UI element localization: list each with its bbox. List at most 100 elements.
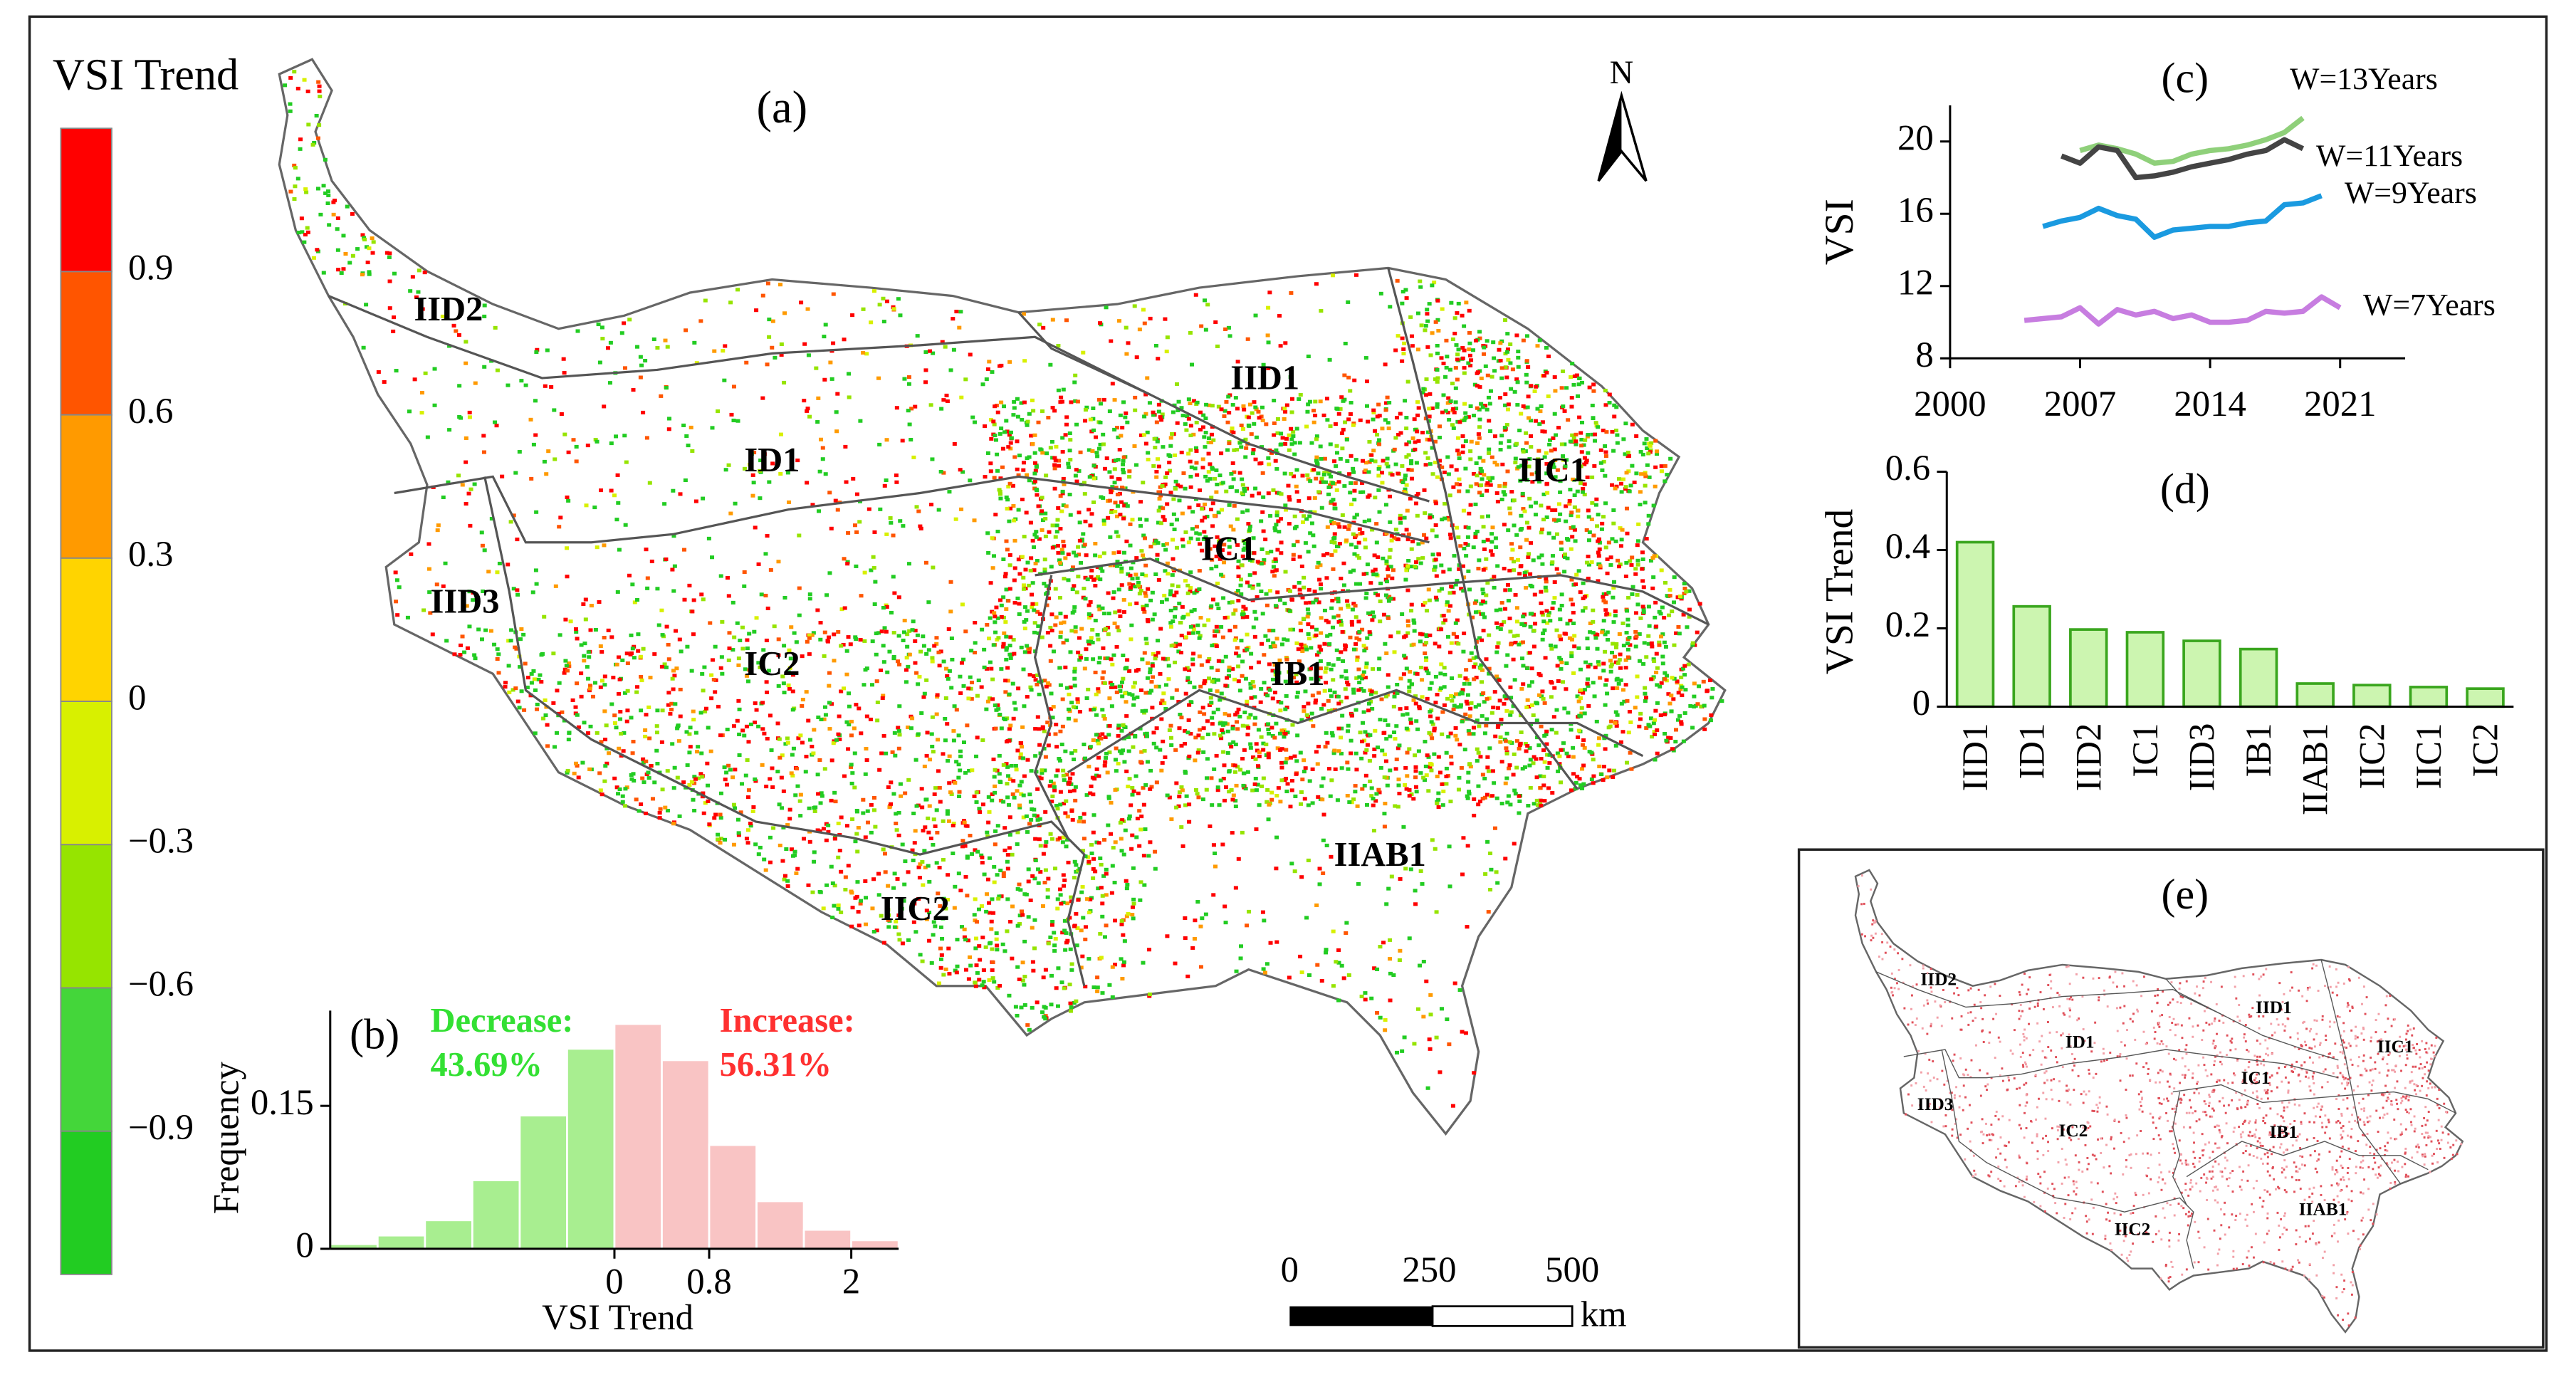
trend-pixel bbox=[992, 864, 997, 869]
trend-pixel bbox=[1113, 501, 1118, 505]
trend-pixel bbox=[1363, 665, 1368, 669]
trend-pixel bbox=[1198, 616, 1203, 620]
trend-pixel bbox=[1319, 587, 1324, 591]
trend-pixel bbox=[869, 802, 874, 807]
trend-pixel bbox=[901, 638, 906, 643]
trend-pixel bbox=[956, 775, 961, 780]
trend-pixel bbox=[1578, 714, 1583, 718]
trend-pixel bbox=[1565, 622, 1570, 626]
trend-pixel bbox=[926, 864, 931, 868]
trend-pixel bbox=[1494, 463, 1499, 467]
trend-pixel bbox=[1288, 805, 1293, 809]
trend-pixel bbox=[1702, 703, 1707, 708]
trend-pixel bbox=[847, 395, 852, 399]
trend-pixel bbox=[1205, 303, 1210, 307]
trend-pixel bbox=[1576, 382, 1581, 387]
trend-pixel bbox=[1576, 735, 1581, 739]
trend-pixel bbox=[1017, 805, 1022, 810]
trend-pixel bbox=[909, 437, 913, 442]
trend-pixel bbox=[1333, 549, 1338, 553]
trend-pixel bbox=[1042, 582, 1047, 586]
trend-pixel bbox=[1384, 737, 1389, 741]
trend-pixel bbox=[1430, 331, 1435, 335]
trend-pixel bbox=[770, 785, 775, 790]
trend-pixel bbox=[790, 753, 795, 757]
trend-pixel bbox=[1587, 750, 1592, 754]
trend-pixel bbox=[1412, 1042, 1417, 1046]
trend-pixel bbox=[1015, 748, 1020, 753]
trend-pixel bbox=[1499, 802, 1504, 806]
trend-pixel bbox=[1261, 495, 1266, 499]
trend-pixel bbox=[1124, 714, 1129, 718]
trend-pixel bbox=[863, 896, 868, 900]
trend-pixel bbox=[976, 679, 981, 683]
trend-pixel bbox=[1298, 392, 1303, 397]
trend-pixel bbox=[1520, 640, 1525, 644]
trend-pixel bbox=[871, 555, 876, 559]
trend-pixel bbox=[1386, 599, 1391, 603]
trend-pixel bbox=[790, 689, 795, 694]
trend-pixel bbox=[1358, 731, 1363, 735]
trend-pixel bbox=[1121, 462, 1126, 466]
trend-pixel bbox=[961, 819, 966, 823]
trend-pixel bbox=[1621, 621, 1625, 626]
trend-pixel bbox=[1063, 665, 1068, 669]
trend-pixel bbox=[705, 761, 710, 765]
trend-pixel bbox=[1203, 328, 1208, 332]
trend-pixel bbox=[1531, 761, 1536, 765]
trend-pixel bbox=[905, 632, 910, 637]
trend-pixel bbox=[1576, 394, 1581, 398]
trend-pixel bbox=[1492, 356, 1497, 360]
trend-pixel bbox=[1015, 1013, 1020, 1018]
trend-pixel bbox=[1057, 836, 1062, 840]
trend-pixel bbox=[1225, 615, 1230, 619]
trend-pixel bbox=[1272, 736, 1277, 740]
trend-pixel bbox=[1109, 475, 1114, 479]
trend-pixel bbox=[819, 791, 824, 795]
trend-pixel bbox=[1297, 499, 1302, 503]
trend-pixel bbox=[1198, 542, 1203, 546]
trend-pixel bbox=[1304, 647, 1309, 651]
trend-pixel bbox=[1068, 947, 1073, 951]
trend-pixel bbox=[874, 632, 879, 636]
trend-pixel bbox=[1244, 446, 1249, 450]
trend-pixel bbox=[1322, 642, 1327, 646]
trend-pixel bbox=[1580, 420, 1585, 425]
trend-pixel bbox=[1525, 698, 1530, 702]
trend-pixel bbox=[1075, 700, 1080, 704]
trend-pixel bbox=[1059, 509, 1064, 513]
trend-pixel bbox=[1250, 680, 1255, 684]
trend-pixel bbox=[1654, 651, 1659, 656]
trend-pixel bbox=[1433, 461, 1438, 465]
trend-pixel bbox=[1121, 676, 1126, 681]
trend-pixel bbox=[1279, 765, 1284, 770]
trend-pixel bbox=[1336, 480, 1341, 484]
trend-pixel bbox=[766, 669, 771, 673]
trend-pixel bbox=[1091, 417, 1096, 421]
trend-pixel bbox=[862, 570, 867, 575]
trend-pixel bbox=[1007, 777, 1012, 781]
trend-pixel bbox=[1264, 742, 1269, 747]
trend-pixel bbox=[1247, 584, 1252, 588]
trend-pixel bbox=[1041, 975, 1046, 980]
trend-pixel bbox=[1186, 631, 1191, 635]
trend-pixel bbox=[870, 639, 875, 644]
trend-pixel bbox=[800, 703, 805, 708]
trend-pixel bbox=[1625, 623, 1630, 627]
trend-pixel bbox=[1323, 745, 1328, 749]
trend-pixel bbox=[1349, 502, 1354, 506]
trend-pixel bbox=[1477, 407, 1482, 412]
trend-pixel bbox=[1015, 414, 1020, 419]
trend-pixel bbox=[896, 634, 901, 638]
trend-pixel bbox=[1348, 389, 1353, 393]
trend-pixel bbox=[1183, 579, 1188, 583]
trend-pixel bbox=[603, 764, 608, 768]
trend-pixel bbox=[1539, 724, 1544, 728]
trend-pixel bbox=[479, 637, 484, 642]
trend-pixel bbox=[1521, 614, 1526, 619]
trend-pixel bbox=[1339, 431, 1344, 436]
trend-pixel bbox=[1145, 760, 1150, 764]
trend-pixel bbox=[1098, 321, 1103, 325]
trend-pixel bbox=[1005, 782, 1010, 786]
trend-pixel bbox=[1702, 717, 1707, 721]
